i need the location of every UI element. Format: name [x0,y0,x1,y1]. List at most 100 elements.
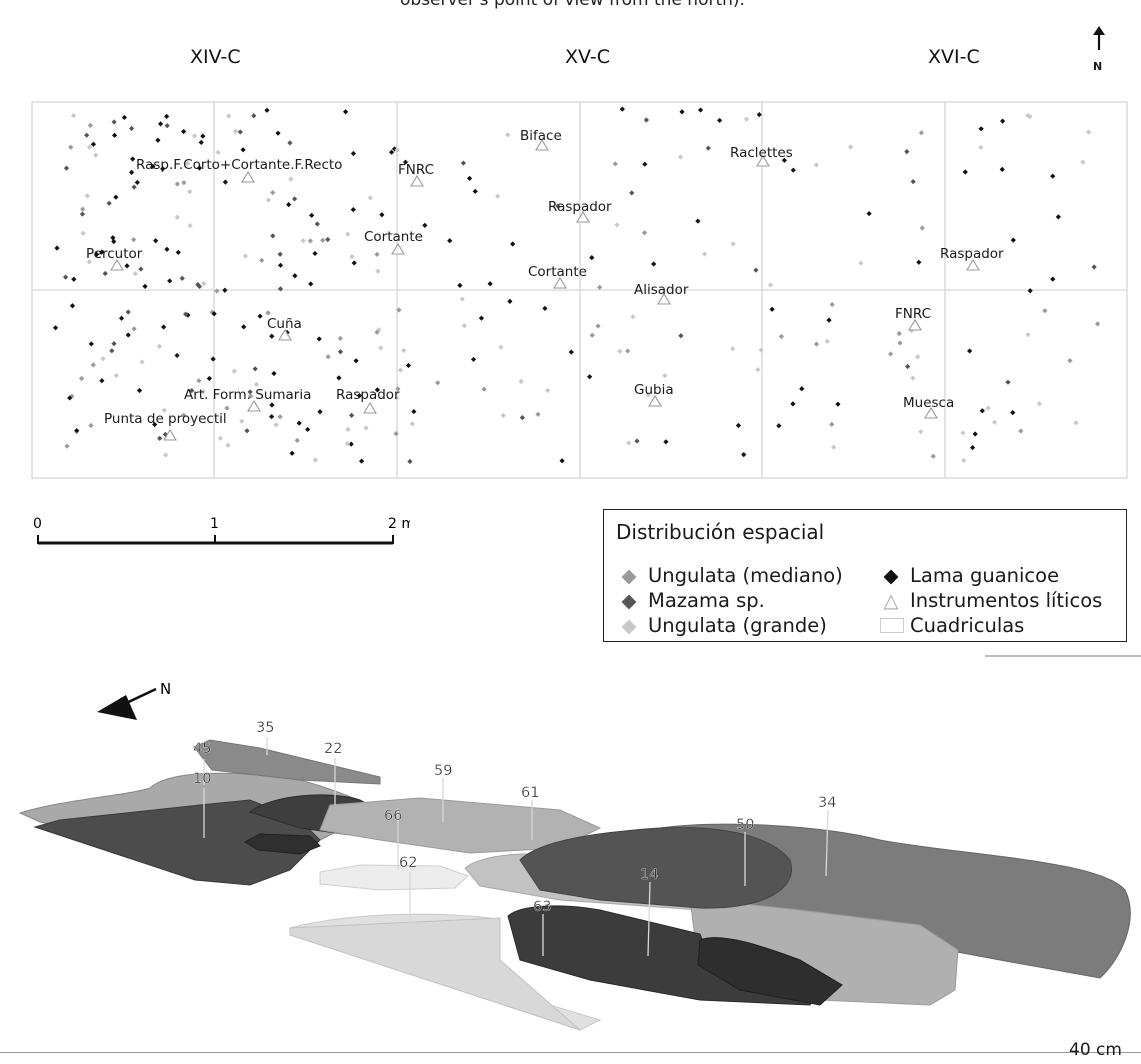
specimen-point [167,278,173,284]
model-scale-label: 40 cm [1069,1040,1122,1060]
specimen-point [1042,308,1048,314]
specimen-point [294,437,300,443]
specimen-point [717,117,723,124]
specimen-point [153,238,159,244]
tool-label: Cortante [528,264,587,280]
specimen-point [269,402,275,408]
specimen-point [164,246,170,252]
tool-marker: Raspador [336,387,400,414]
specimen-point [394,395,400,401]
specimen-point [904,149,910,155]
specimen-point [495,193,501,199]
specimen-point [587,374,593,380]
specimen-point [181,412,187,419]
legend-item-instrumentos: △ Instrumentos líticos [880,589,1103,612]
specimen-point [916,259,922,265]
tool-label: Gubia [634,382,674,398]
specimen-point [1050,276,1056,282]
specimen-point [435,380,441,386]
diamond-icon: ◆ [621,564,637,587]
specimen-point [356,393,363,399]
specimen-point [164,113,170,120]
specimen-point [402,159,409,165]
specimen-point [312,250,318,257]
sector-label-xv: XV-C [565,46,611,68]
specimen-point [905,363,911,370]
specimen-point [1073,420,1079,426]
legend-title: Distribución espacial [616,520,825,544]
specimen-point [835,401,841,407]
specimen-point [663,439,669,445]
specimen-point [270,233,276,239]
specimen-point [67,395,73,401]
layer-shape [319,864,469,891]
specimen-point [626,440,632,446]
specimen-point [1025,112,1031,119]
specimen-point [559,458,565,464]
specimen-point [829,301,835,308]
specimen-point [111,341,117,347]
specimen-point [1050,173,1056,179]
specimen-point [257,313,263,319]
specimen-point [210,356,216,362]
sector-label-xvi: XVI-C [928,46,980,68]
tool-marker: FNRC [398,162,434,187]
specimen-point [896,330,902,337]
tool-marker: Rasp.F.Corto+Cortante.F.Recto [136,157,342,183]
specimen-point [224,405,230,411]
specimen-point [271,370,277,377]
specimen-point [695,218,701,224]
specimen-point [142,283,148,289]
specimen-point [401,347,407,354]
specimen-point [70,112,77,119]
specimen-point [181,179,187,186]
specimen-point [915,354,921,360]
layer-label: 45 [193,741,211,757]
specimen-point [314,221,320,227]
specimen-point [1025,332,1031,338]
legend-label: Ungulata (grande) [648,614,827,637]
specimen-point [542,305,548,312]
specimen-point [241,324,247,330]
specimen-point [54,245,60,251]
tool-marker: Raspador [940,246,1004,271]
specimen-point [163,452,169,458]
specimen-point [460,160,467,166]
specimen-point [155,137,161,143]
specimen-point [790,401,796,407]
specimen-point [121,114,128,121]
specimen-point [106,200,112,206]
specimen-point [395,386,401,392]
specimen-point [270,189,276,196]
specimen-point [269,333,275,339]
specimen-point [701,251,708,257]
specimen-point [307,238,313,244]
specimen-point [705,145,711,151]
specimen-point [978,126,984,132]
bottom-rule [0,1052,1141,1053]
specimen-point [79,211,86,217]
specimen-point [518,378,524,385]
specimen-point [99,378,105,384]
legend-item-lama-guanicoe: ◆ Lama guanicoe [880,564,1060,587]
specimen-point [150,163,156,169]
specimen-point [634,438,640,444]
specimen-point [545,387,551,394]
specimen-point [62,274,69,280]
specimen-point [277,286,284,292]
specimen-point [211,311,217,317]
specimen-point [296,420,302,426]
specimen-point [470,356,477,363]
tool-label: FNRC [398,162,434,178]
tool-label: Cuña [267,316,302,332]
specimen-point [209,309,215,315]
divider [985,655,1141,657]
legend-item-cuadriculas: Cuadriculas [880,614,1024,637]
legend-item-mazama: ◆ Mazama sp. [618,589,765,612]
specimen-point [555,203,561,209]
specimen-point [196,165,203,171]
north-arrow: N [1088,26,1110,78]
specimen-point [999,166,1005,173]
specimen-point [348,441,354,447]
specimen-point [160,166,166,172]
